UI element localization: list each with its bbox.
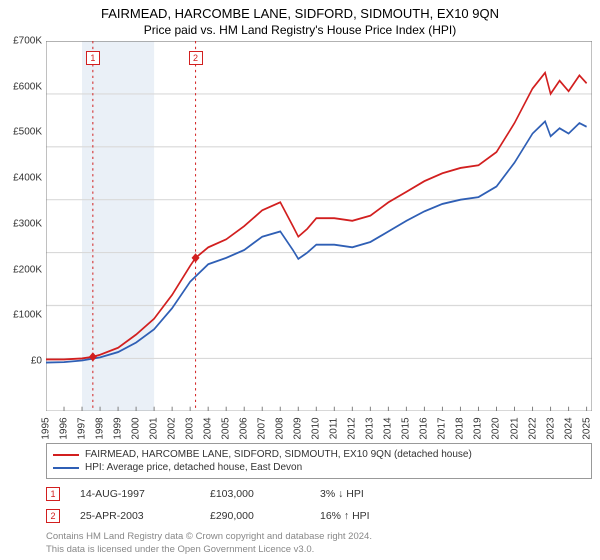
x-tick-label: 2010: [311, 418, 322, 440]
y-tick-label: £100K: [13, 310, 42, 321]
chart-plot-area: £0£100K£200K£300K£400K£500K£600K£700K 12: [46, 41, 592, 411]
event-date: 14-AUG-1997: [80, 488, 190, 500]
chart-marker-badge: 1: [86, 51, 100, 65]
y-tick-label: £300K: [13, 218, 42, 229]
y-axis-labels: £0£100K£200K£300K£400K£500K£600K£700K: [2, 41, 44, 411]
x-tick-label: 2013: [365, 418, 376, 440]
title-line1: FAIRMEAD, HARCOMBE LANE, SIDFORD, SIDMOU…: [0, 6, 600, 21]
y-tick-label: £700K: [13, 36, 42, 47]
x-tick-label: 2017: [437, 418, 448, 440]
x-tick-label: 2018: [455, 418, 466, 440]
x-tick-label: 2024: [563, 418, 574, 440]
x-tick-label: 2000: [131, 418, 142, 440]
title-block: FAIRMEAD, HARCOMBE LANE, SIDFORD, SIDMOU…: [0, 0, 600, 41]
event-price: £103,000: [210, 488, 300, 500]
footer-block: Contains HM Land Registry data © Crown c…: [46, 531, 592, 556]
event-delta: 3% ↓ HPI: [320, 488, 420, 500]
x-tick-label: 2008: [275, 418, 286, 440]
x-tick-label: 2023: [545, 418, 556, 440]
x-tick-label: 1997: [77, 418, 88, 440]
x-tick-label: 2014: [383, 418, 394, 440]
title-line2: Price paid vs. HM Land Registry's House …: [0, 23, 600, 37]
x-tick-label: 1998: [95, 418, 106, 440]
x-axis-labels: 1995199619971998199920002001200220032004…: [46, 413, 592, 439]
x-tick-label: 2001: [149, 418, 160, 440]
x-tick-label: 2011: [329, 418, 340, 440]
legend-swatch: [53, 467, 79, 469]
x-tick-label: 2005: [221, 418, 232, 440]
legend-label: HPI: Average price, detached house, East…: [85, 462, 302, 473]
y-tick-label: £200K: [13, 264, 42, 275]
event-badge: 2: [46, 509, 60, 523]
y-tick-label: £0: [31, 356, 42, 367]
chart-svg: [46, 41, 592, 411]
event-price: £290,000: [210, 510, 300, 522]
footer-line1: Contains HM Land Registry data © Crown c…: [46, 531, 592, 543]
event-row: 2 25-APR-2003 £290,000 16% ↑ HPI: [46, 507, 592, 529]
x-tick-label: 2009: [293, 418, 304, 440]
event-row: 1 14-AUG-1997 £103,000 3% ↓ HPI: [46, 485, 592, 507]
x-tick-label: 2019: [473, 418, 484, 440]
chart-marker-badge: 2: [189, 51, 203, 65]
x-tick-label: 2007: [257, 418, 268, 440]
legend-box: FAIRMEAD, HARCOMBE LANE, SIDFORD, SIDMOU…: [46, 443, 592, 479]
legend-label: FAIRMEAD, HARCOMBE LANE, SIDFORD, SIDMOU…: [85, 449, 472, 460]
x-tick-label: 2020: [491, 418, 502, 440]
chart-container: FAIRMEAD, HARCOMBE LANE, SIDFORD, SIDMOU…: [0, 0, 600, 560]
y-tick-label: £500K: [13, 127, 42, 138]
x-tick-label: 2006: [239, 418, 250, 440]
x-tick-label: 2002: [167, 418, 178, 440]
event-badge: 1: [46, 487, 60, 501]
y-tick-label: £600K: [13, 81, 42, 92]
event-date: 25-APR-2003: [80, 510, 190, 522]
x-tick-label: 2016: [419, 418, 430, 440]
x-tick-label: 2021: [509, 418, 520, 440]
legend-swatch: [53, 454, 79, 456]
x-tick-label: 2004: [203, 418, 214, 440]
x-tick-label: 2022: [527, 418, 538, 440]
x-tick-label: 2003: [185, 418, 196, 440]
x-tick-label: 2015: [401, 418, 412, 440]
event-delta: 16% ↑ HPI: [320, 510, 420, 522]
x-tick-label: 2025: [581, 418, 592, 440]
x-tick-label: 1996: [59, 418, 70, 440]
legend-item: FAIRMEAD, HARCOMBE LANE, SIDFORD, SIDMOU…: [53, 448, 585, 461]
events-block: 1 14-AUG-1997 £103,000 3% ↓ HPI 2 25-APR-2003…: [46, 485, 592, 529]
footer-line2: This data is licensed under the Open Gov…: [46, 544, 592, 556]
x-tick-label: 1999: [113, 418, 124, 440]
x-tick-label: 1995: [41, 418, 52, 440]
x-tick-label: 2012: [347, 418, 358, 440]
legend-item: HPI: Average price, detached house, East…: [53, 461, 585, 474]
y-tick-label: £400K: [13, 173, 42, 184]
